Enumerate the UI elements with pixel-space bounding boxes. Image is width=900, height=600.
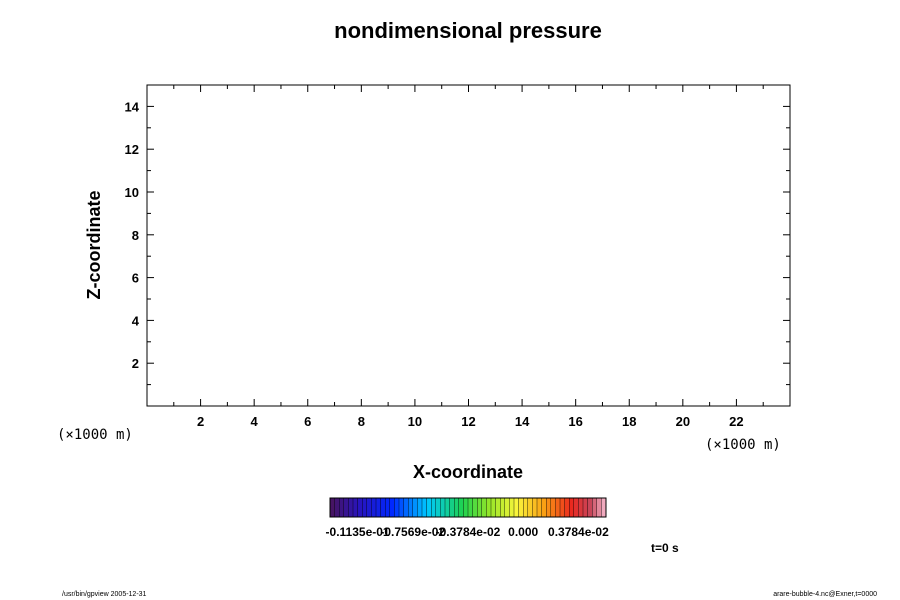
colorbar-swatch xyxy=(486,497,492,518)
colorbar-swatch xyxy=(523,497,529,518)
colorbar-swatch xyxy=(573,497,579,518)
x-unit-label-left: (×1000 m) xyxy=(57,427,133,443)
colorbar-swatch xyxy=(454,497,460,518)
colorbar-swatch xyxy=(481,497,487,518)
colorbar-swatch xyxy=(426,497,432,518)
colorbar-swatch xyxy=(394,497,400,518)
colorbar-swatch xyxy=(532,497,538,518)
colorbar-swatch xyxy=(527,497,533,518)
colorbar-swatch xyxy=(348,497,354,518)
y-tick-label: 10 xyxy=(125,185,139,200)
colorbar-swatch xyxy=(449,497,455,518)
colorbar-swatch xyxy=(495,497,501,518)
y-tick-label: 2 xyxy=(132,356,139,371)
y-tick-label: 12 xyxy=(125,142,139,157)
footer-left: /usr/bin/gpview 2005-12-31 xyxy=(62,591,147,598)
colorbar-swatch xyxy=(352,497,359,518)
colorbar-swatch xyxy=(366,497,372,518)
chart-title: nondimensional pressure xyxy=(334,18,602,43)
x-tick-label: 22 xyxy=(729,414,743,429)
colorbar-swatch xyxy=(329,497,336,518)
colorbar-swatch xyxy=(444,497,451,518)
colorbar-swatch xyxy=(357,497,363,518)
colorbar-swatch xyxy=(536,497,543,518)
colorbar-swatch xyxy=(408,497,414,518)
axis-ticks xyxy=(147,85,790,406)
x-axis-label: X-coordinate xyxy=(413,462,523,482)
colorbar-swatch xyxy=(490,497,497,518)
y-tick-label: 14 xyxy=(125,99,140,114)
colorbar-swatch xyxy=(513,497,520,518)
colorbar-swatch xyxy=(582,497,589,518)
x-tick-label: 16 xyxy=(568,414,582,429)
y-tick-label: 6 xyxy=(132,271,139,286)
colorbar-swatch xyxy=(380,497,386,518)
x-tick-labels: 2 4 6 8 10 12 14 16 18 20 22 xyxy=(197,414,744,429)
colorbar-swatch xyxy=(541,497,547,518)
colorbar-swatch xyxy=(592,497,598,518)
colorbar-swatch xyxy=(339,497,345,518)
colorbar-swatch xyxy=(472,497,478,518)
colorbar-swatch xyxy=(417,497,423,518)
colorbar-swatch xyxy=(509,497,515,518)
colorbar-swatch xyxy=(578,497,584,518)
x-tick-label: 10 xyxy=(408,414,422,429)
y-axis-label: Z-coordinate xyxy=(84,190,104,299)
colorbar-swatch xyxy=(440,497,446,518)
colorbar-swatch xyxy=(458,497,464,518)
x-tick-label: 20 xyxy=(676,414,690,429)
x-tick-label: 12 xyxy=(461,414,475,429)
y-tick-label: 8 xyxy=(132,228,139,243)
colorbar-swatch xyxy=(421,497,428,518)
colorbar-swatch xyxy=(546,497,552,518)
colorbar-swatch xyxy=(389,497,395,518)
colorbar-swatch xyxy=(504,497,510,518)
colorbar-swatch xyxy=(500,497,506,518)
colorbar-swatch xyxy=(343,497,349,518)
colorbar-swatch xyxy=(477,497,483,518)
plot-frame xyxy=(146,84,791,407)
colorbar-tick-label: -0.1135e-01 xyxy=(326,525,390,539)
x-unit-label-right: (×1000 m) xyxy=(705,437,781,453)
colorbar-swatch xyxy=(398,497,405,518)
colorbar-swatch xyxy=(385,497,391,518)
colorbar-tick-label: -0.3784e-02 xyxy=(436,525,501,539)
colorbar-labels: -0.1135e-01-0.7569e-02-0.3784e-02 0.000 0.… xyxy=(326,525,610,539)
colorbar-swatch xyxy=(550,497,556,518)
colorbar-frame xyxy=(329,497,607,518)
colorbar-swatch xyxy=(463,497,469,518)
colorbar-swatch xyxy=(587,497,593,518)
x-tick-label: 2 xyxy=(197,414,204,429)
x-tick-label: 18 xyxy=(622,414,636,429)
colorbar-swatch xyxy=(334,497,340,518)
y-tick-labels: 2 4 6 8 10 12 14 xyxy=(125,99,140,371)
colorbar-swatch xyxy=(431,497,437,518)
colorbar-swatch xyxy=(371,497,377,518)
x-tick-label: 8 xyxy=(358,414,365,429)
colorbar-swatch xyxy=(569,497,575,518)
colorbar-swatch xyxy=(362,497,368,518)
colorbar-swatch xyxy=(412,497,418,518)
footer-right: arare-bubble-4.nc@Exner,t=0000 xyxy=(773,591,877,598)
colorbar-swatch xyxy=(555,497,561,518)
colorbar-swatch xyxy=(564,497,570,518)
colorbar-swatch xyxy=(518,497,524,518)
colorbar-tick-label: 0.3784e-02 xyxy=(548,525,609,539)
x-tick-label: 6 xyxy=(304,414,311,429)
x-tick-label: 4 xyxy=(251,414,259,429)
colorbar xyxy=(329,497,607,518)
colorbar-swatch xyxy=(467,497,474,518)
colorbar-swatch xyxy=(596,497,602,518)
y-tick-label: 4 xyxy=(132,313,140,328)
time-label: t=0 s xyxy=(651,541,679,555)
colorbar-swatch xyxy=(435,497,441,518)
colorbar-swatch xyxy=(375,497,382,518)
colorbar-tick-label: 0.000 xyxy=(508,525,538,539)
x-tick-label: 14 xyxy=(515,414,530,429)
colorbar-tick-label: -0.7569e-02 xyxy=(380,525,445,539)
colorbar-swatch xyxy=(559,497,566,518)
colorbar-swatch xyxy=(403,497,409,518)
